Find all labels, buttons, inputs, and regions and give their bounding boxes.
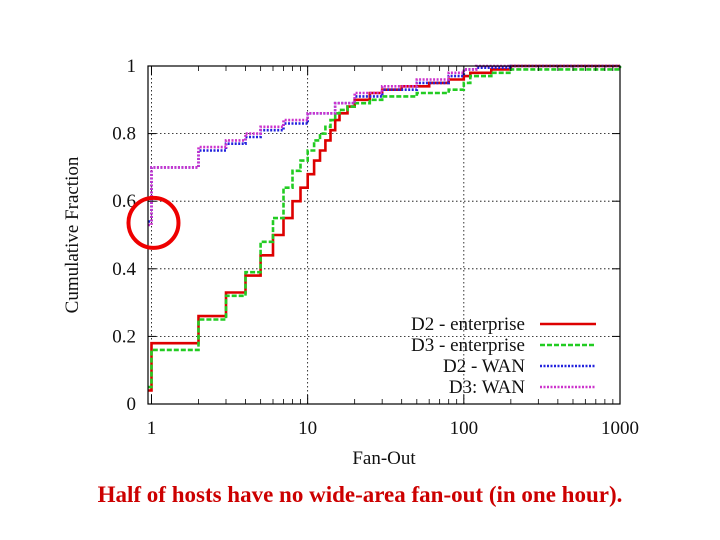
x-tick-label: 100 (450, 418, 479, 439)
annotations (126, 195, 181, 250)
y-tick-label: 0.8 (112, 124, 136, 145)
legend-label: D2 - WAN (443, 356, 525, 377)
x-tick-label: 1 (147, 418, 157, 439)
y-tick-label: 0.2 (112, 326, 136, 347)
series-line-2 (148, 64, 620, 223)
y-tick-label: 0 (127, 394, 137, 415)
x-tick-label: 10 (298, 418, 317, 439)
grid-lines (148, 66, 620, 404)
plot-frame (147, 65, 621, 405)
legend-label: D3 - enterprise (411, 335, 525, 356)
fanout-cdf-chart: 0 0.2 0.4 0.6 0.8 1 1 10 100 1000 Fan-Out Cumulat… (62, 56, 639, 469)
x-axis-title: Fan-Out (352, 448, 416, 469)
x-tick-label: 1000 (601, 418, 639, 439)
legend-label: D3: WAN (449, 377, 525, 398)
series-line-0 (148, 64, 620, 392)
highlight-circle (126, 195, 181, 250)
axis-ticks (148, 65, 621, 405)
series-lines (148, 64, 622, 392)
y-axis-title: Cumulative Fraction (62, 156, 83, 313)
series-line-1 (148, 66, 622, 389)
legend-label: D2 - enterprise (411, 314, 525, 335)
tick-labels: 0 0.2 0.4 0.6 0.8 1 1 10 100 1000 (112, 56, 639, 439)
y-tick-label: 0.4 (112, 259, 136, 280)
y-tick-label: 1 (127, 56, 137, 77)
y-tick-label: 0.6 (112, 191, 136, 212)
series-line-3 (148, 64, 620, 227)
slide-caption: Half of hosts have no wide-area fan-out … (97, 482, 623, 507)
